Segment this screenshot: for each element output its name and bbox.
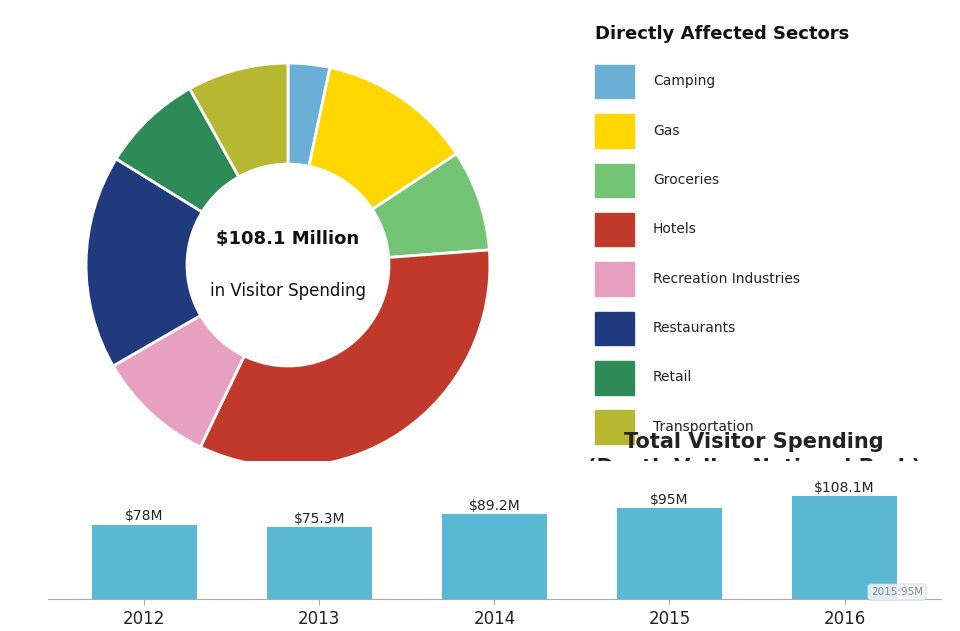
Text: $95M: $95M xyxy=(650,493,688,507)
Text: Restaurants: Restaurants xyxy=(653,321,736,335)
FancyBboxPatch shape xyxy=(595,361,634,394)
FancyBboxPatch shape xyxy=(595,262,634,296)
FancyBboxPatch shape xyxy=(595,410,634,444)
Bar xyxy=(617,509,722,599)
Text: Recreation Industries: Recreation Industries xyxy=(653,272,800,286)
Text: Groceries: Groceries xyxy=(653,173,719,187)
Wedge shape xyxy=(201,250,490,467)
Wedge shape xyxy=(113,316,244,447)
Text: $89.2M: $89.2M xyxy=(468,498,520,512)
FancyBboxPatch shape xyxy=(595,312,634,345)
Text: Directly Affected Sectors: Directly Affected Sectors xyxy=(595,25,850,44)
Bar xyxy=(267,528,372,599)
Text: 2015:95M: 2015:95M xyxy=(871,587,924,597)
Text: $108.1 Million: $108.1 Million xyxy=(216,230,360,248)
Text: Transportation: Transportation xyxy=(653,420,754,433)
Text: Total Visitor Spending
(Death Valley National Park): Total Visitor Spending (Death Valley Nat… xyxy=(587,432,921,478)
Wedge shape xyxy=(309,68,457,209)
Text: Gas: Gas xyxy=(653,124,680,138)
Text: Camping: Camping xyxy=(653,74,715,88)
Wedge shape xyxy=(372,154,490,257)
Wedge shape xyxy=(288,63,330,166)
Text: $78M: $78M xyxy=(125,509,163,523)
Bar xyxy=(792,496,897,599)
FancyBboxPatch shape xyxy=(595,163,634,197)
Text: Retail: Retail xyxy=(653,370,692,384)
Text: Hotels: Hotels xyxy=(653,222,697,236)
FancyBboxPatch shape xyxy=(595,213,634,247)
Text: $75.3M: $75.3M xyxy=(294,512,345,526)
FancyBboxPatch shape xyxy=(595,114,634,148)
FancyBboxPatch shape xyxy=(595,65,634,98)
Wedge shape xyxy=(86,159,203,366)
Wedge shape xyxy=(190,63,288,177)
Wedge shape xyxy=(116,89,239,212)
Bar xyxy=(442,514,547,599)
Text: $108.1M: $108.1M xyxy=(814,481,875,495)
Text: in Visitor Spending: in Visitor Spending xyxy=(210,282,366,300)
Bar xyxy=(92,525,197,599)
